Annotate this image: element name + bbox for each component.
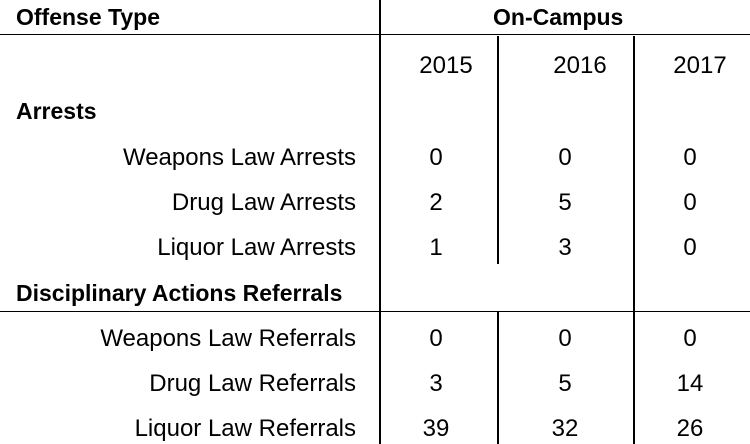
- table-cell: 0: [683, 144, 697, 171]
- table-cell: 0: [683, 234, 697, 261]
- table-cell: 0: [683, 325, 697, 352]
- year-2016: 2016: [553, 52, 607, 79]
- table-cell: 32: [551, 415, 579, 442]
- col-2015-border: [497, 36, 499, 264]
- label-column-border: [379, 0, 381, 444]
- row-label: Drug Law Referrals: [149, 370, 356, 397]
- offense-type-header: Offense Type: [16, 4, 160, 30]
- row-label: Liquor Law Arrests: [157, 234, 356, 261]
- row-label: Liquor Law Referrals: [134, 415, 356, 442]
- col-2015-border-lower: [497, 312, 499, 444]
- table-cell: 5: [558, 189, 572, 216]
- year-2015: 2015: [419, 52, 473, 79]
- row-label: Weapons Law Arrests: [122, 144, 356, 171]
- table-cell: 3: [429, 370, 443, 397]
- on-campus-header: On-Campus: [493, 4, 624, 30]
- table-cell: 39: [422, 415, 450, 442]
- table-cell: 0: [558, 325, 572, 352]
- table-cell: 14: [676, 370, 704, 397]
- table-cell: 1: [429, 234, 443, 261]
- table-cell: 5: [558, 370, 572, 397]
- table-cell: 0: [429, 325, 443, 352]
- row-label: Weapons Law Referrals: [100, 325, 356, 352]
- table-cell: 0: [429, 144, 443, 171]
- table-cell: 26: [676, 415, 704, 442]
- table-cell: 3: [558, 234, 572, 261]
- header-divider: [0, 34, 750, 35]
- year-2017: 2017: [673, 52, 727, 79]
- table-cell: 0: [683, 189, 697, 216]
- col-2016-border: [633, 36, 635, 444]
- section-title-referrals: Disciplinary Actions Referrals: [16, 280, 343, 306]
- section-title-arrests: Arrests: [16, 98, 97, 124]
- row-label: Drug Law Arrests: [171, 189, 356, 216]
- table-cell: 2: [429, 189, 443, 216]
- table-cell: 0: [558, 144, 572, 171]
- section-divider: [0, 311, 750, 312]
